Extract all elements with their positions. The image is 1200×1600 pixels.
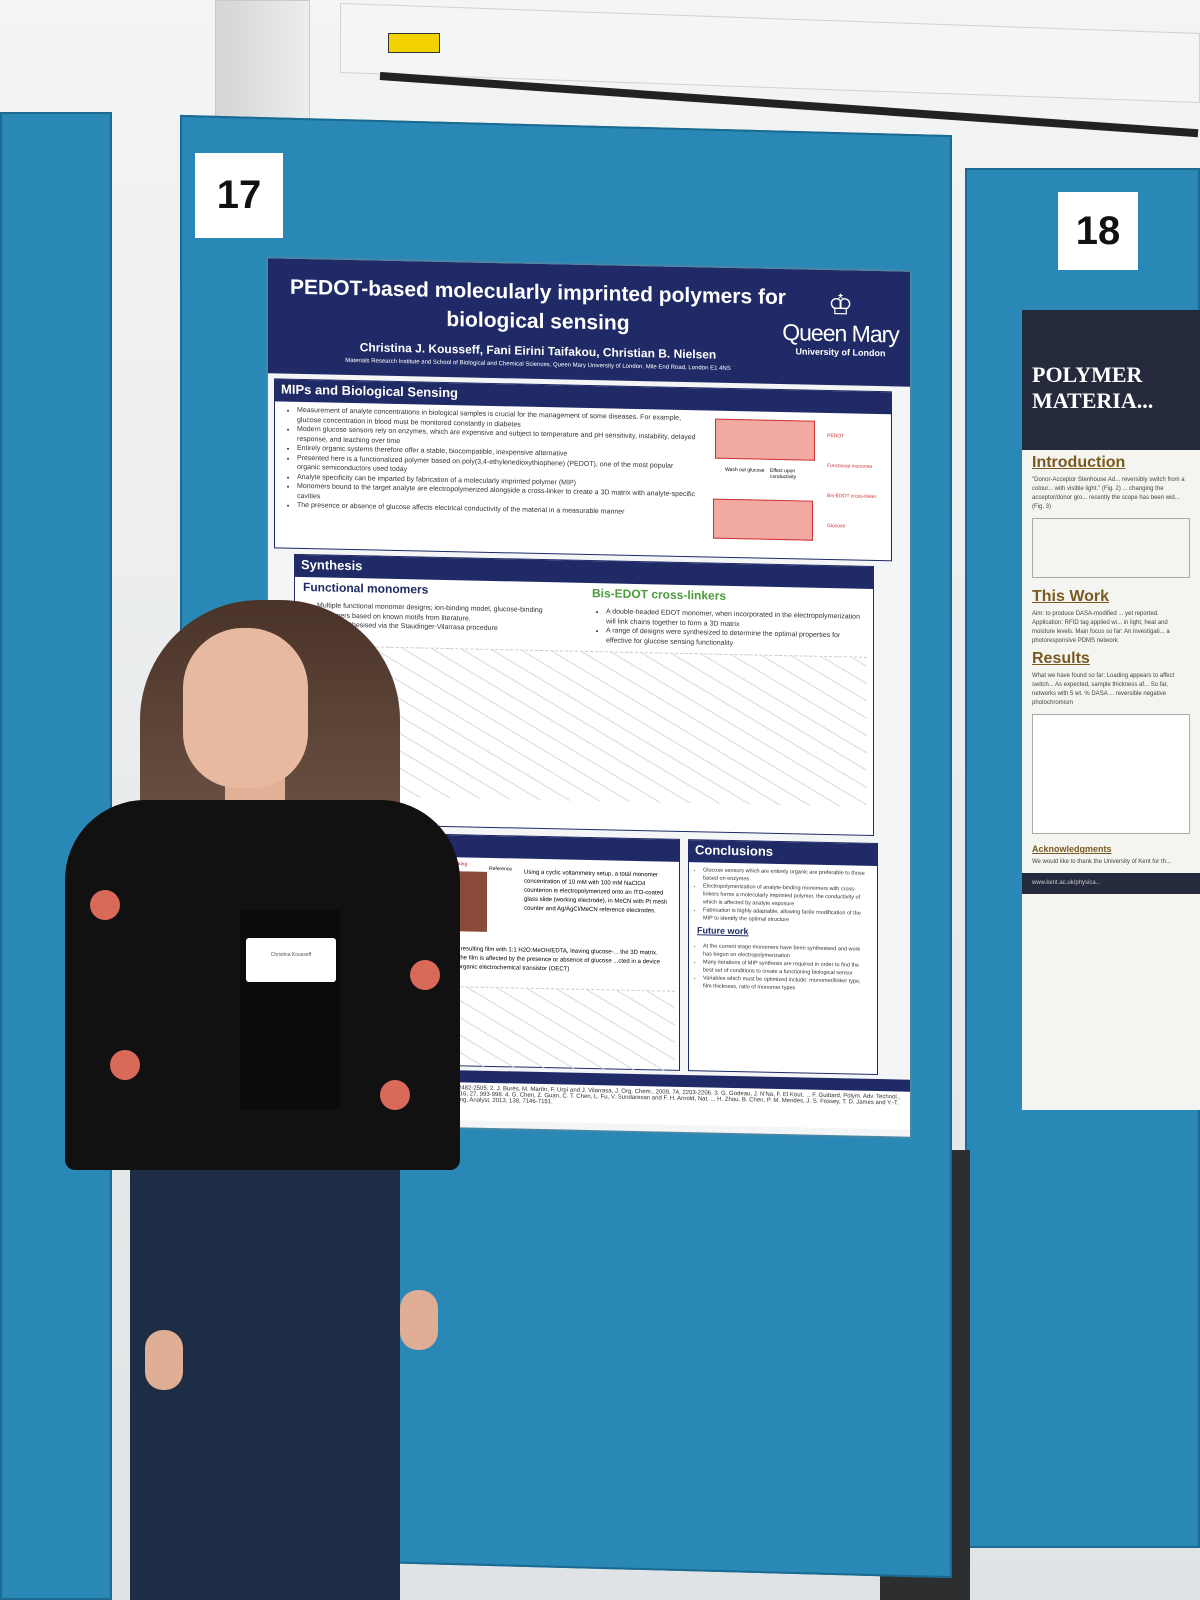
section-mips: MIPs and Biological Sensing Measurement … — [274, 378, 892, 562]
legend-item: Glucose — [827, 522, 846, 530]
board-number-18: 18 — [1058, 192, 1138, 270]
board-number-17: 17 — [195, 153, 283, 238]
speaker — [215, 0, 310, 125]
crown-icon: ♔ — [827, 289, 854, 321]
poster-18-heading: Results — [1032, 650, 1090, 667]
legend-item: PEDOT — [827, 432, 845, 440]
poster-18-heading: Acknowledgments — [1032, 844, 1112, 854]
logo-name: Queen Mary — [782, 319, 899, 348]
section-conclusions: Conclusions Glucose sensors which are en… — [688, 839, 878, 1076]
method-text: Using a cyclic voltammetry setup, a tota… — [524, 869, 668, 915]
polymer-diagram-top — [715, 418, 815, 461]
legend-item: Bis-EDOT cross-linker — [827, 492, 877, 501]
poster-title: PEDOT-based molecularly imprinted polyme… — [290, 275, 786, 335]
polymer-diagram-bottom — [713, 498, 813, 541]
section-heading — [419, 834, 679, 862]
poster-18-text: Aim: to produce DASA-modified ... yet re… — [1032, 611, 1170, 644]
warning-sticker — [388, 33, 440, 53]
poster-18-text: We would like to thank the University of… — [1032, 859, 1171, 865]
poster-18-text: What we have found so far: Loading appea… — [1032, 673, 1175, 706]
chemical-structure — [1032, 518, 1190, 578]
flower-pattern — [110, 1050, 140, 1080]
legend-item: Functional monomer — [827, 462, 873, 470]
diagram-label: Wash out glucose — [725, 466, 765, 474]
poster-18-title: POLYMER MATERIA... — [1032, 362, 1154, 413]
flower-pattern — [380, 1080, 410, 1110]
poster-18-heading: This Work — [1032, 588, 1110, 605]
diagram-legend: PEDOT Functional monomer Bis-EDOT cross-… — [827, 421, 887, 542]
flower-pattern — [90, 890, 120, 920]
poster-18-footer: www.kent.ac.uk/physica... — [1022, 873, 1200, 894]
person-face — [183, 628, 308, 788]
method-text: ...d from the resulting film with 1:1 H2… — [427, 945, 661, 973]
poster-18-text: "Donor-Acceptor Stenhouse Ad... reversib… — [1032, 477, 1185, 510]
photo-label: Reference — [489, 865, 513, 873]
poster-header: PEDOT-based molecularly imprinted polyme… — [268, 258, 910, 387]
logo-subtitle: University of London — [795, 346, 886, 359]
person-hand-left — [145, 1330, 183, 1390]
results-graph — [1032, 714, 1190, 834]
poster-18-heading: Introduction — [1032, 454, 1126, 471]
queen-mary-logo: ♔ Queen Mary University of London — [778, 289, 903, 359]
diagram-label: Effect upon conductivity — [770, 467, 797, 481]
poster-18-header: POLYMER MATERIA... — [1022, 310, 1200, 450]
bullet: A range of designs were synthesized to d… — [606, 626, 865, 650]
name-badge: Christina Kousseff — [246, 938, 336, 982]
poster-18: POLYMER MATERIA... Introduction "Donor-Ac… — [1022, 310, 1200, 1110]
bullet: Electropolymerization of analyte-binding… — [703, 882, 869, 909]
flower-pattern — [410, 960, 440, 990]
polymer-structure — [425, 985, 675, 1071]
person-hand-right — [400, 1290, 438, 1350]
bullet: Variables which must be optimized includ… — [703, 974, 869, 993]
